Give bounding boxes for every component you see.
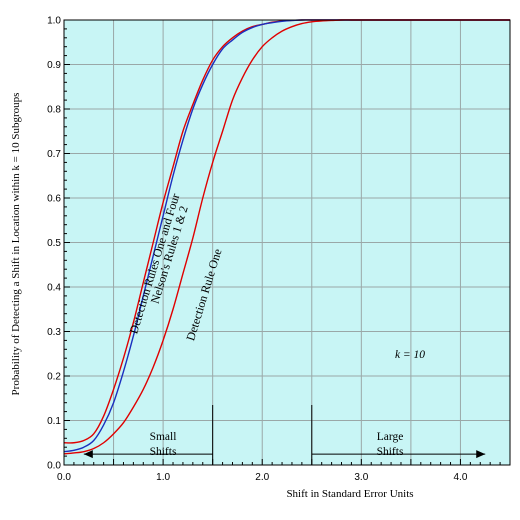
small-shifts-label-line2: Shifts <box>150 446 177 458</box>
large-shifts-label-line2: Shifts <box>377 446 404 458</box>
marker-layer <box>212 405 313 465</box>
y-tick-label: 0.2 <box>47 372 61 383</box>
small-shifts-label-line1: Small <box>150 431 177 443</box>
y-axis-title: Probability of Detecting a Shift in Loca… <box>10 93 22 396</box>
y-tick-label: 0.7 <box>47 149 61 160</box>
y-tick-label: 0.6 <box>47 194 61 205</box>
grid-layer <box>64 20 510 465</box>
x-tick-label: 2.0 <box>255 472 269 483</box>
y-tick-label: 0.9 <box>47 60 61 71</box>
x-tick-label: 0.0 <box>57 472 71 483</box>
y-tick-label: 0.1 <box>47 416 61 427</box>
y-tick-label: 1.0 <box>47 16 61 27</box>
x-axis-title: Shift in Standard Error Units <box>286 488 413 500</box>
y-tick-label: 0.5 <box>47 238 61 249</box>
large-shifts-label-line1: Large <box>377 431 404 443</box>
arrow-layer <box>83 450 486 459</box>
large-shifts-annotation: Large Shifts <box>377 431 404 458</box>
x-tick-label: 1.0 <box>156 472 170 483</box>
x-tick-label: 4.0 <box>453 472 467 483</box>
small-shifts-arrow-head <box>83 450 93 459</box>
x-tick-label: 3.0 <box>354 472 368 483</box>
y-tick-label: 0.8 <box>47 105 61 116</box>
axis-layer: 0.0 0.1 0.2 0.3 0.4 0.5 0.6 0.7 0.8 0.9 1.0 0.0 1.0 2… <box>47 16 511 483</box>
small-shifts-annotation: Small Shifts <box>150 431 177 458</box>
y-tick-label: 0.4 <box>47 283 61 294</box>
large-shifts-arrow-head <box>476 450 486 459</box>
k-value-label: k = 10 <box>395 349 425 361</box>
y-tick-label: 0.3 <box>47 327 61 338</box>
y-tick-label: 0.0 <box>47 461 61 472</box>
